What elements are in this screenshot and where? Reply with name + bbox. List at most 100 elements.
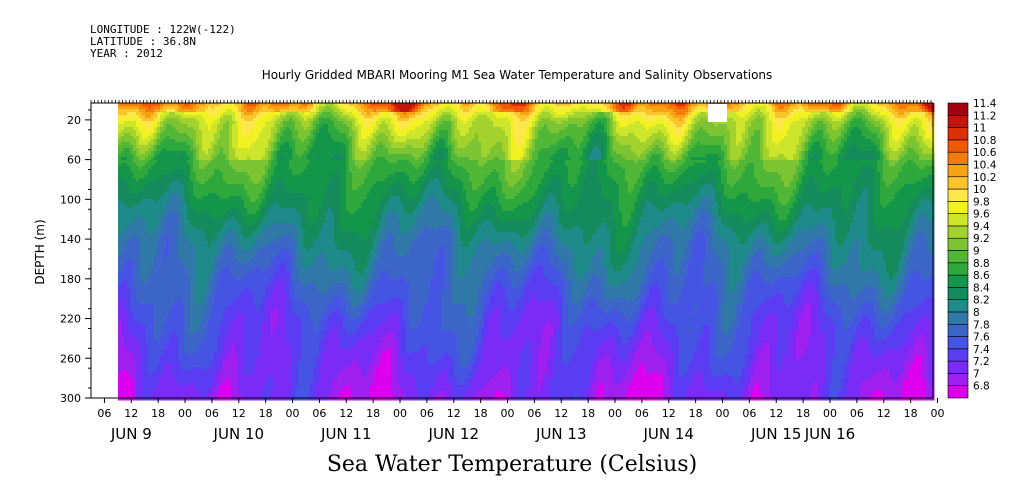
heatmap-cell: [208, 133, 212, 137]
heatmap-cell: [130, 289, 134, 293]
heatmap-cell: [175, 133, 179, 137]
heatmap-cell: [223, 334, 227, 338]
heatmap-cell: [163, 289, 167, 293]
heatmap-cell: [118, 205, 122, 209]
heatmap-cell: [154, 127, 158, 131]
heatmap-cell: [130, 340, 134, 344]
heatmap-cell: [184, 241, 188, 245]
heatmap-cell: [199, 328, 203, 332]
heatmap-cell: [259, 136, 263, 140]
heatmap-cell: [226, 271, 230, 275]
heatmap-cell: [259, 247, 263, 251]
heatmap-cell: [172, 394, 176, 398]
heatmap-cell: [163, 190, 167, 194]
heatmap-cell: [139, 346, 143, 350]
heatmap-cell: [220, 310, 224, 314]
heatmap-cell: [121, 373, 125, 377]
heatmap-cell: [118, 244, 122, 248]
heatmap-cell: [256, 196, 260, 200]
heatmap-cell: [124, 328, 128, 332]
heatmap-cell: [208, 388, 212, 392]
heatmap-cell: [214, 199, 218, 203]
heatmap-cell: [238, 271, 242, 275]
heatmap-cell: [235, 139, 239, 143]
heatmap-cell: [250, 289, 254, 293]
heatmap-cell: [220, 286, 224, 290]
heatmap-cell: [148, 283, 152, 287]
heatmap-cell: [142, 256, 146, 260]
heatmap-cell: [181, 319, 185, 323]
heatmap-cell: [136, 202, 140, 206]
heatmap-cell: [154, 349, 158, 353]
heatmap-cell: [259, 232, 263, 236]
heatmap-cell: [175, 199, 179, 203]
heatmap-cell: [265, 202, 269, 206]
heatmap-cell: [211, 232, 215, 236]
heatmap-cell: [220, 385, 224, 389]
heatmap-cell: [256, 208, 260, 212]
heatmap-cell: [145, 304, 149, 308]
heatmap-cell: [193, 178, 197, 182]
heatmap-cell: [163, 265, 167, 269]
heatmap-cell: [208, 181, 212, 185]
heatmap-cell: [253, 274, 257, 278]
heatmap-cell: [229, 379, 233, 383]
heatmap-cell: [130, 304, 134, 308]
heatmap-cell: [178, 307, 182, 311]
heatmap-cell: [220, 142, 224, 146]
heatmap-cell: [187, 298, 191, 302]
heatmap-cell: [166, 256, 170, 260]
heatmap-cell: [256, 232, 260, 236]
heatmap-cell: [217, 223, 221, 227]
heatmap-cell: [241, 385, 245, 389]
heatmap-cell: [124, 235, 128, 239]
heatmap-cell: [142, 211, 146, 215]
heatmap-cell: [172, 157, 176, 161]
heatmap-cell: [142, 346, 146, 350]
heatmap-cell: [220, 325, 224, 329]
heatmap-cell: [130, 391, 134, 395]
heatmap-cell: [124, 145, 128, 149]
heatmap-cell: [178, 205, 182, 209]
heatmap-cell: [208, 304, 212, 308]
heatmap-cell: [241, 169, 245, 173]
heatmap-cell: [199, 319, 203, 323]
heatmap-cell: [256, 331, 260, 335]
heatmap-cell: [142, 286, 146, 290]
heatmap-cell: [214, 271, 218, 275]
heatmap-cell: [124, 223, 128, 227]
heatmap-cell: [202, 127, 206, 131]
heatmap-cell: [229, 349, 233, 353]
heatmap-cell: [121, 376, 125, 380]
heatmap-cell: [166, 301, 170, 305]
heatmap-cell: [178, 193, 182, 197]
heatmap-cell: [145, 211, 149, 215]
heatmap-cell: [160, 325, 164, 329]
heatmap-cell: [247, 280, 251, 284]
heatmap-cell: [256, 160, 260, 164]
heatmap-cell: [208, 187, 212, 191]
heatmap-cell: [262, 148, 266, 152]
heatmap-cell: [175, 343, 179, 347]
heatmap-cell: [256, 313, 260, 317]
heatmap-cell: [160, 169, 164, 173]
heatmap-cell: [256, 340, 260, 344]
heatmap-cell: [157, 259, 161, 263]
heatmap-cell: [196, 178, 200, 182]
heatmap-cell: [199, 388, 203, 392]
heatmap-cell: [127, 190, 131, 194]
heatmap-cell: [124, 148, 128, 152]
heatmap-cell: [127, 166, 131, 170]
heatmap-cell: [250, 385, 254, 389]
heatmap-cell: [127, 202, 131, 206]
heatmap-cell: [121, 109, 125, 113]
heatmap-cell: [190, 103, 194, 107]
heatmap-cell: [244, 241, 248, 245]
heatmap-cell: [142, 193, 146, 197]
heatmap-cell: [157, 244, 161, 248]
heatmap-cell: [196, 211, 200, 215]
heatmap-cell: [211, 265, 215, 269]
heatmap-cell: [241, 121, 245, 125]
heatmap-cell: [127, 157, 131, 161]
heatmap-cell: [193, 214, 197, 218]
